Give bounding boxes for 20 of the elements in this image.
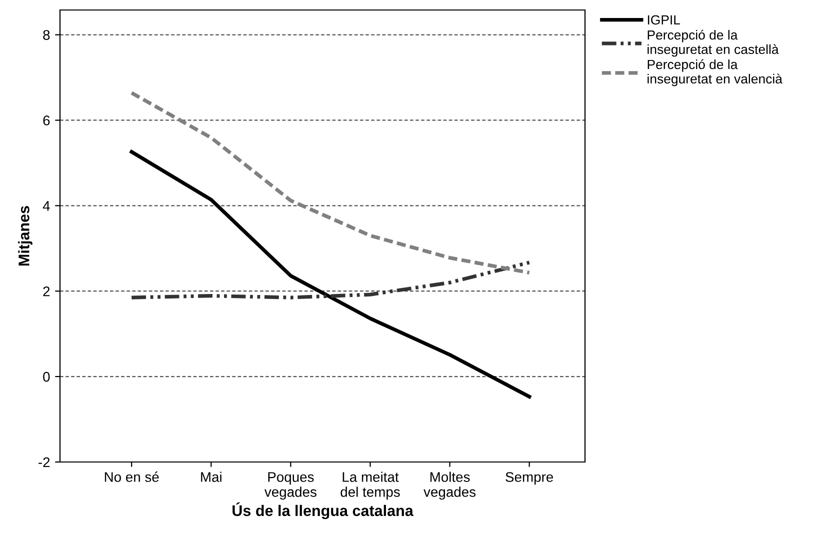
- legend-label: Percepció de la inseguretat en valencià: [648, 59, 782, 86]
- x-tick-label: Mai: [201, 472, 222, 482]
- y-tick-label: 4: [42, 201, 50, 211]
- x-tick-label: Sempre: [506, 472, 554, 485]
- y-tick-label: 8: [43, 30, 50, 40]
- legend-label: Percepció de la inseguretat en castellà: [648, 30, 779, 57]
- y-tick-label: 2: [43, 286, 50, 296]
- y-axis-title: Mitjanes: [18, 206, 32, 266]
- x-tick-label: Moltes vegades: [424, 472, 476, 500]
- y-tick-label: -2: [38, 457, 50, 468]
- line-series: [130, 150, 532, 398]
- line-series: [130, 260, 532, 300]
- x-axis-title: Ús de la llengua catalana: [232, 502, 414, 520]
- y-tick-label: 0: [43, 372, 50, 382]
- y-tick-label: 6: [43, 116, 50, 126]
- x-tick-label: La meitat del temps: [340, 472, 400, 500]
- line-series: [130, 91, 532, 275]
- x-tick-label: No en sé: [104, 472, 159, 482]
- legend-label: IGPIL: [648, 15, 680, 25]
- x-tick-label: Poques vegades: [264, 472, 316, 500]
